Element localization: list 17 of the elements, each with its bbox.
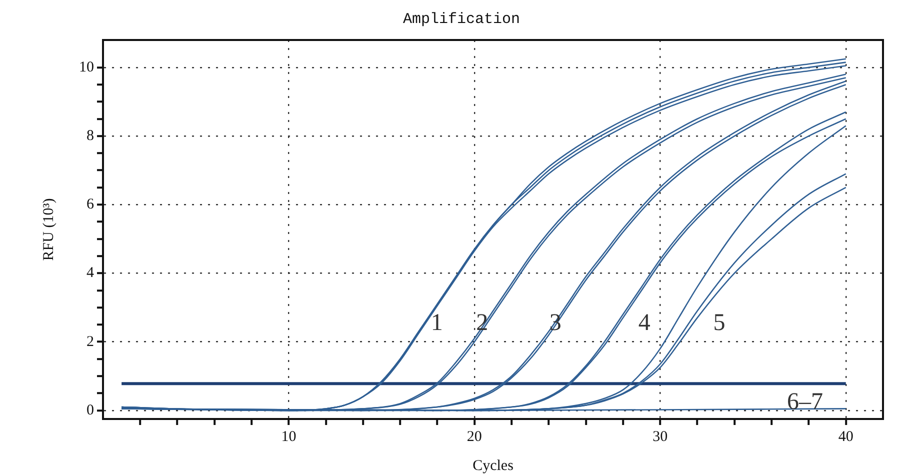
annotation: 4 (638, 310, 650, 336)
y-tick-label: 2 (86, 334, 94, 350)
x-axis-title: Cycles (472, 458, 514, 474)
y-tick-label: 6 (86, 196, 94, 213)
x-tick-label: 10 (281, 428, 296, 445)
annotation: 1 (430, 310, 443, 336)
y-tick-label: 8 (86, 128, 94, 144)
annotation: 6–7 (787, 389, 823, 415)
x-tick-label: 30 (652, 428, 668, 445)
x-tick-label: 40 (838, 428, 854, 445)
y-tick-label: 4 (86, 265, 94, 282)
y-tick-label: 0 (86, 402, 94, 418)
y-axis-title: RFU (10³) (40, 198, 57, 261)
x-tick-label: 20 (466, 428, 482, 445)
y-tick-label: 10 (79, 59, 94, 76)
annotation: 5 (713, 310, 726, 336)
chart-title: Amplification (402, 10, 520, 28)
